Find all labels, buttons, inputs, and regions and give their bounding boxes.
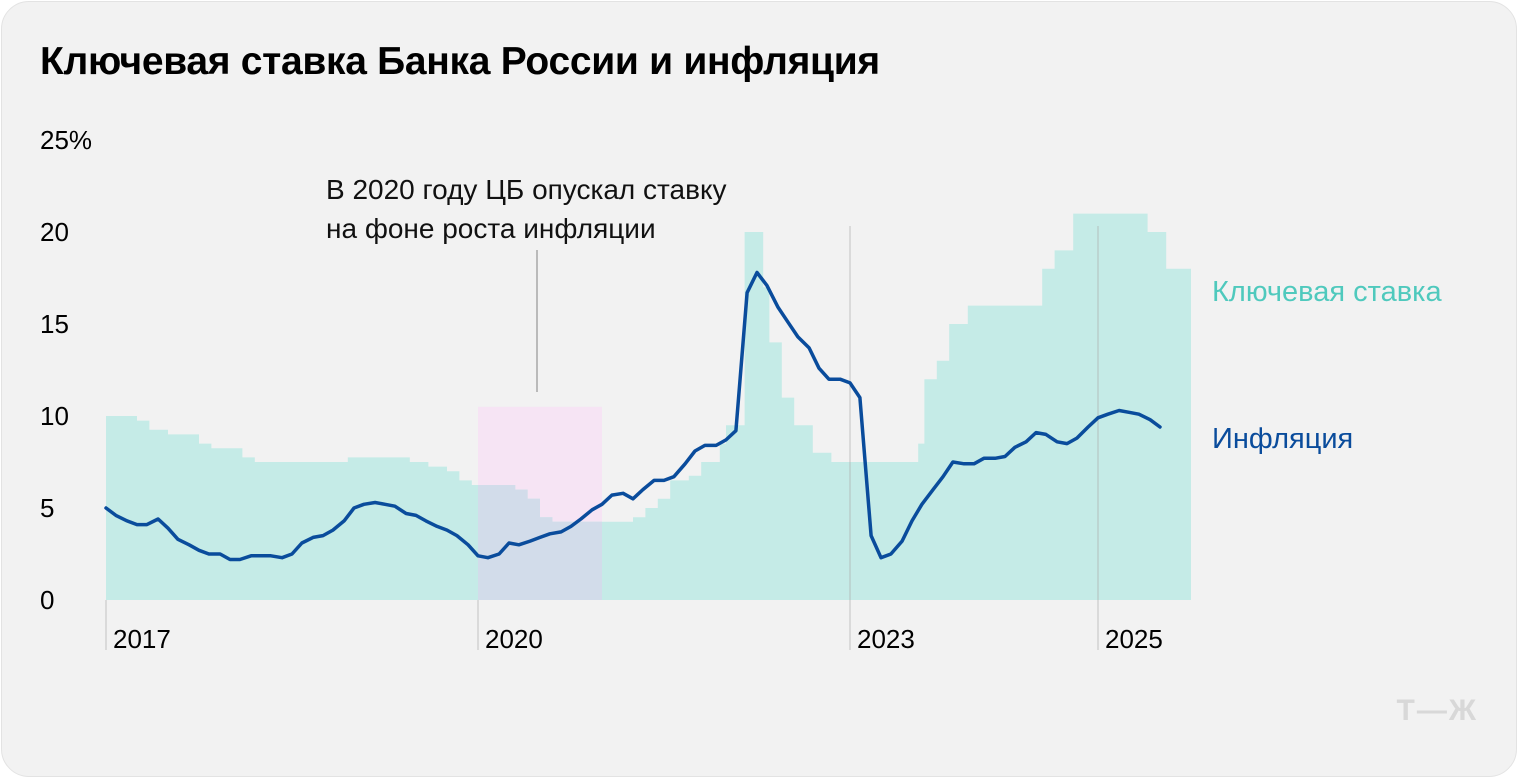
rate-area-group [106, 213, 1191, 600]
series-label-inflation: Инфляция [1212, 423, 1353, 455]
rate-area [106, 213, 1191, 600]
y-tick-label: 0 [40, 585, 54, 615]
y-axis: 25% 20 15 10 5 0 [40, 125, 92, 615]
y-tick-label: 15 [40, 309, 69, 339]
y-tick-label: 5 [40, 493, 54, 523]
year-guides [105, 226, 1099, 650]
annotation-line-2: на фоне роста инфляции [326, 213, 656, 244]
x-tick-label: 2025 [1105, 624, 1163, 654]
x-axis: 2017 2020 2023 2025 [113, 624, 1163, 654]
series-label-rate: Ключевая ставка [1212, 276, 1442, 308]
inflation-line-group [104, 270, 1162, 562]
annotation: В 2020 году ЦБ опускал ставку на фоне ро… [326, 174, 727, 392]
x-tick-label: 2020 [485, 624, 543, 654]
chart-title: Ключевая ставка Банка России и инфляция [40, 40, 880, 83]
highlight-overlap [478, 485, 602, 600]
y-tick-label: 10 [40, 401, 69, 431]
inflation-line [104, 270, 1162, 562]
y-tick-label: 25% [40, 125, 92, 155]
annotation-line-1: В 2020 году ЦБ опускал ставку [326, 174, 727, 205]
x-tick-label: 2017 [113, 624, 171, 654]
y-tick-label: 20 [40, 217, 69, 247]
brand-logo: Т—Ж [1397, 694, 1478, 727]
x-tick-label: 2023 [857, 624, 915, 654]
highlight-overlap-area [478, 485, 602, 600]
